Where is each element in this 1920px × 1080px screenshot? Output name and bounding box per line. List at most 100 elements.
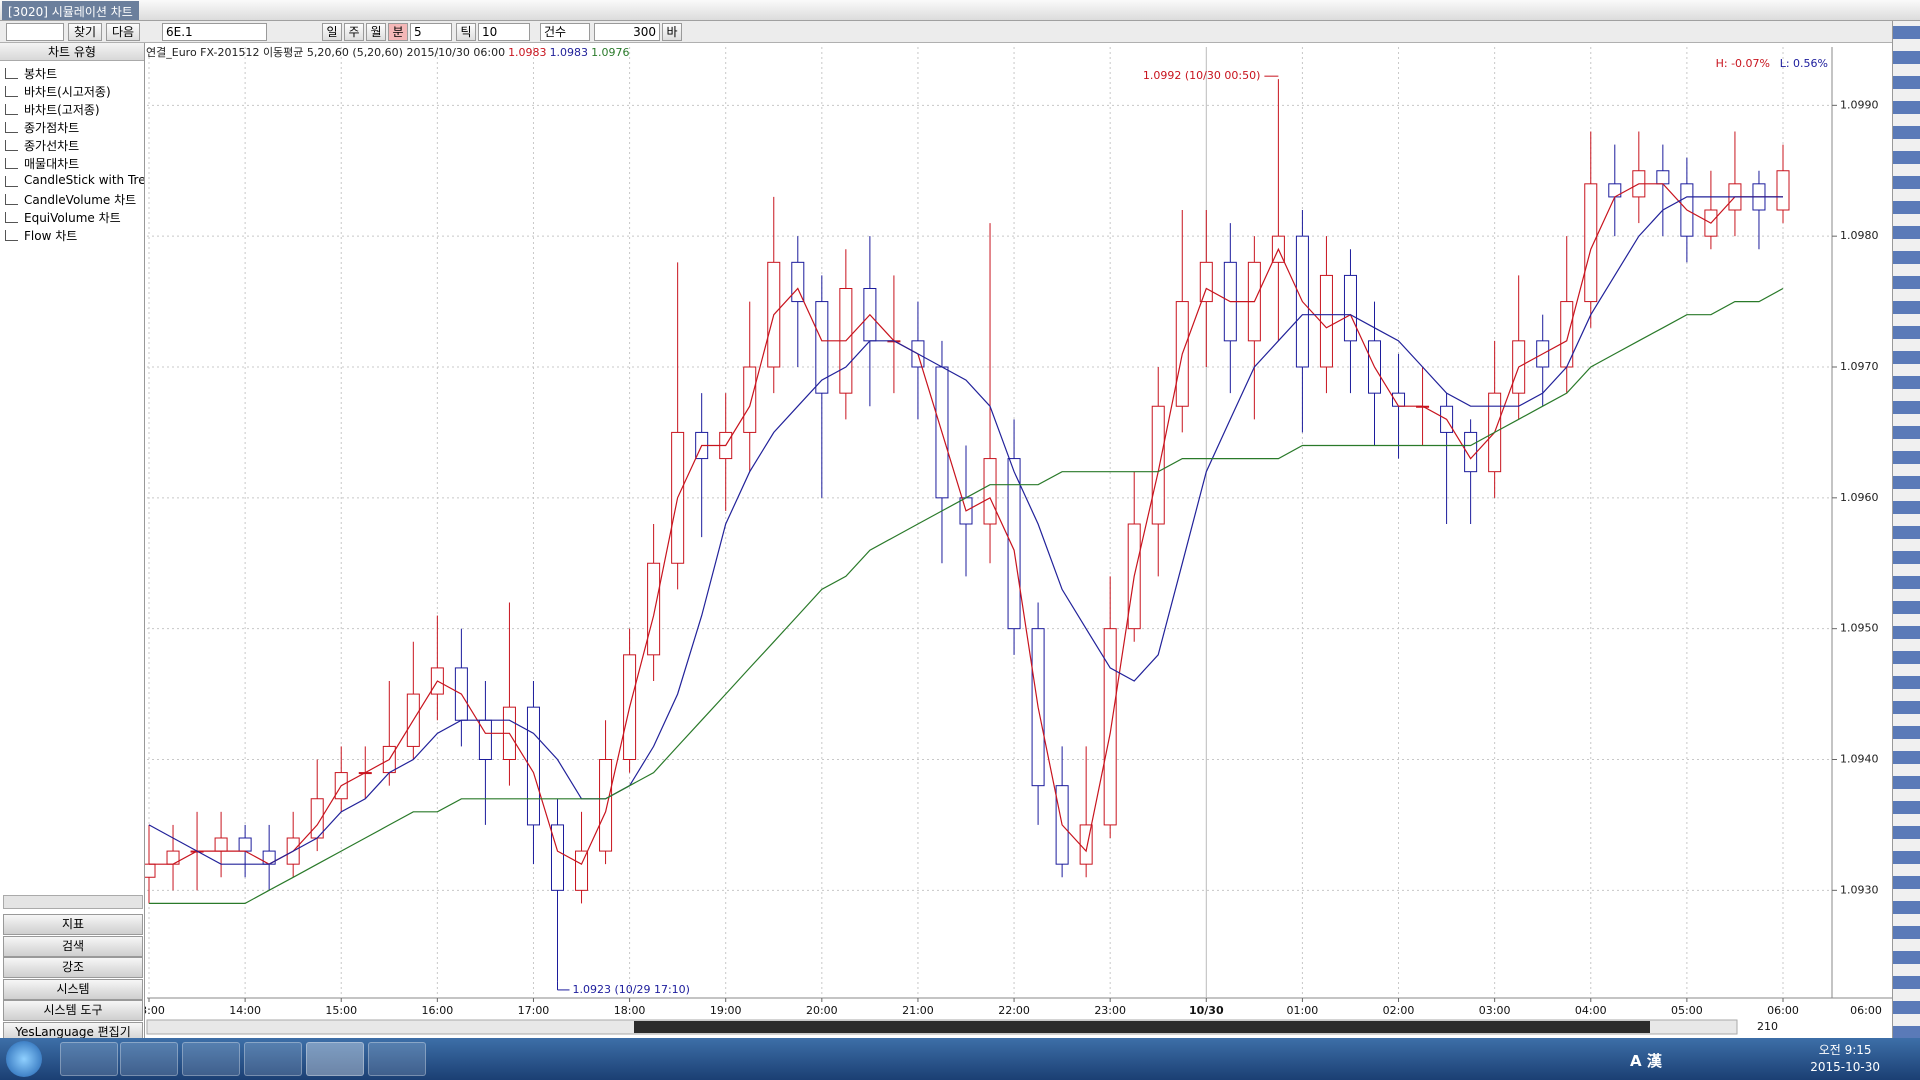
- find-button[interactable]: 찾기: [68, 23, 102, 41]
- x-tick-label: 20:00: [806, 1004, 838, 1017]
- high-info: H: -0.07%: [1716, 57, 1770, 70]
- item-icon: [5, 86, 18, 97]
- candle-body: [214, 837, 228, 852]
- chart-type-item[interactable]: EquiVolume 차트: [24, 211, 121, 225]
- ime-indicator[interactable]: A 漢: [1630, 1052, 1662, 1070]
- item-icon: [5, 230, 18, 241]
- candle-body: [1319, 274, 1333, 368]
- clock[interactable]: 오전 9:15 2015-10-30: [1810, 1042, 1880, 1076]
- minute-select[interactable]: 5: [410, 23, 452, 41]
- candle-body: [791, 261, 805, 303]
- moving-average-line: [149, 287, 1784, 904]
- item-icon: [5, 194, 18, 205]
- tick-button[interactable]: 틱: [456, 23, 476, 41]
- minute-button[interactable]: 분: [388, 23, 408, 41]
- panel-button[interactable]: YesLanguage 편집기: [3, 1021, 143, 1043]
- candle-body: [1656, 170, 1670, 185]
- x-tick-label: 22:00: [998, 1004, 1030, 1017]
- y-tick-label: 1.0960: [1840, 491, 1879, 504]
- chart-type-item[interactable]: Flow 차트: [24, 229, 78, 243]
- day-button[interactable]: 일: [322, 23, 342, 41]
- title-bar: [3020] 시뮬레이션 차트: [0, 0, 1920, 21]
- panel-button[interactable]: 지표: [3, 914, 143, 935]
- item-icon: [5, 212, 18, 223]
- axis-end-label: 06:00: [1850, 1004, 1882, 1017]
- panel-button[interactable]: 시스템 도구: [3, 1000, 143, 1021]
- bar-label: 바: [662, 23, 682, 41]
- candle-body: [1776, 170, 1790, 211]
- chart-type-item[interactable]: 바차트(시고저종): [24, 85, 111, 99]
- candle-body: [575, 850, 589, 891]
- x-tick-label: 21:00: [902, 1004, 934, 1017]
- tick-select[interactable]: 10: [478, 23, 530, 41]
- x-tick-label: 18:00: [614, 1004, 646, 1017]
- item-icon: [5, 176, 18, 187]
- candle-body: [1007, 458, 1021, 630]
- chart-type-item[interactable]: CandleStick with Trend: [24, 173, 144, 187]
- y-tick-label: 1.0940: [1840, 753, 1879, 766]
- x-tick-label: 05:00: [1671, 1004, 1703, 1017]
- chart-type-item[interactable]: 바차트(고저종): [24, 103, 100, 117]
- next-button[interactable]: 다음: [106, 23, 140, 41]
- taskbar-app[interactable]: [368, 1042, 426, 1076]
- taskbar: A 漢 오전 9:15 2015-10-30: [0, 1038, 1920, 1080]
- panel-header: 차트 유형: [0, 43, 144, 61]
- ma-value: 1.0983: [550, 46, 589, 59]
- count-input[interactable]: 300: [594, 23, 660, 41]
- candle-body: [1343, 274, 1357, 342]
- panel-button[interactable]: 강조: [3, 957, 143, 978]
- scrollbar: [3, 895, 143, 909]
- x-tick-label: 16:00: [422, 1004, 454, 1017]
- combo[interactable]: [6, 23, 64, 41]
- candle-body: [238, 837, 252, 852]
- month-button[interactable]: 월: [366, 23, 386, 41]
- start-button[interactable]: [6, 1041, 42, 1077]
- annotation: 1.0923 (10/29 17:10): [573, 983, 690, 996]
- item-icon: [5, 140, 18, 151]
- x-tick-label: 03:00: [1479, 1004, 1511, 1017]
- candle-body: [599, 759, 613, 852]
- window-tab[interactable]: [3020] 시뮬레이션 차트: [2, 1, 139, 20]
- candle-body: [550, 824, 565, 891]
- chart-type-item[interactable]: 봉차트: [24, 67, 58, 81]
- icon-toolbar[interactable]: [1892, 21, 1920, 1038]
- y-tick-label: 1.0970: [1840, 360, 1879, 373]
- taskbar-app[interactable]: [306, 1042, 364, 1076]
- moving-average-line: [148, 196, 1783, 865]
- taskbar-app[interactable]: [120, 1042, 178, 1076]
- candle-body: [815, 301, 829, 394]
- x-tick-label: 04:00: [1575, 1004, 1607, 1017]
- item-icon: [5, 158, 18, 169]
- x-tick-label: 17:00: [518, 1004, 550, 1017]
- candle-body: [647, 562, 661, 656]
- taskbar-app[interactable]: [244, 1042, 302, 1076]
- taskbar-app[interactable]: [182, 1042, 240, 1076]
- chart-type-item[interactable]: 종가점차트: [24, 121, 80, 135]
- x-tick-label: 01:00: [1287, 1004, 1319, 1017]
- taskbar-app[interactable]: [60, 1042, 118, 1076]
- candle-body: [743, 366, 757, 433]
- scroll-count: 210: [1757, 1020, 1778, 1033]
- ma-value: 1.0983: [508, 46, 547, 59]
- candle-body: [1584, 183, 1598, 303]
- week-button[interactable]: 주: [344, 23, 364, 41]
- y-tick-label: 1.0930: [1840, 883, 1879, 896]
- panel-button[interactable]: 시스템: [3, 978, 143, 1000]
- x-tick-label: 06:00: [1767, 1004, 1799, 1017]
- candle-body: [983, 458, 997, 525]
- count-mode-select[interactable]: 건수: [540, 23, 590, 41]
- chart-type-item[interactable]: CandleVolume 차트: [24, 193, 137, 207]
- low-info: L: 0.56%: [1780, 57, 1828, 70]
- symbol-input[interactable]: 6E.1: [162, 23, 267, 41]
- x-tick-label: 14:00: [229, 1004, 261, 1017]
- chart-type-item[interactable]: 종가선차트: [24, 139, 80, 153]
- x-tick-label: 19:00: [710, 1004, 742, 1017]
- x-tick-label: 02:00: [1383, 1004, 1415, 1017]
- x-tick-label: 10/30: [1189, 1004, 1224, 1017]
- annotation: 1.0992 (10/30 00:50): [1143, 69, 1260, 82]
- time: 오전 9:15: [1818, 1043, 1872, 1057]
- panel-button[interactable]: 검색: [3, 935, 143, 957]
- chart-type-item[interactable]: 매물대차트: [24, 157, 80, 171]
- x-tick-label: 23:00: [1094, 1004, 1126, 1017]
